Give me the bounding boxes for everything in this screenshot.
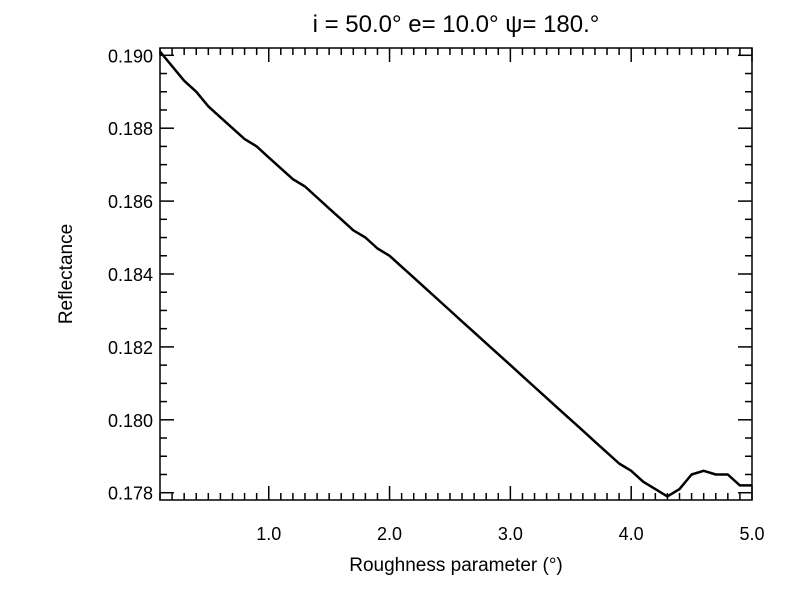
x-tick-label: 4.0 xyxy=(619,524,644,544)
y-tick-label: 0.190 xyxy=(108,46,153,66)
y-tick-label: 0.188 xyxy=(108,119,153,139)
axis-ticks xyxy=(159,48,753,500)
x-tick-label: 5.0 xyxy=(739,524,764,544)
y-tick-label: 0.182 xyxy=(108,338,153,358)
y-tick-label: 0.186 xyxy=(108,192,153,212)
x-tick-label: 3.0 xyxy=(498,524,523,544)
x-axis-label: Roughness parameter (°) xyxy=(349,555,563,576)
x-tick-label: 1.0 xyxy=(256,524,281,544)
y-tick-label: 0.178 xyxy=(108,484,153,504)
plot-frame xyxy=(159,47,753,501)
x-tick-label: 2.0 xyxy=(377,524,402,544)
axis-tick-labels: 1.0 2.0 3.0 4.0 5.0 0.178 0.180 0.182 0.184 0.186… xyxy=(108,46,765,544)
y-axis-label: Reflectance xyxy=(56,224,77,324)
y-tick-label: 0.180 xyxy=(108,411,153,431)
chart-title: i = 50.0° e= 10.0° ψ= 180.° xyxy=(313,11,600,38)
series-line xyxy=(159,50,752,498)
y-tick-label: 0.184 xyxy=(108,265,153,285)
